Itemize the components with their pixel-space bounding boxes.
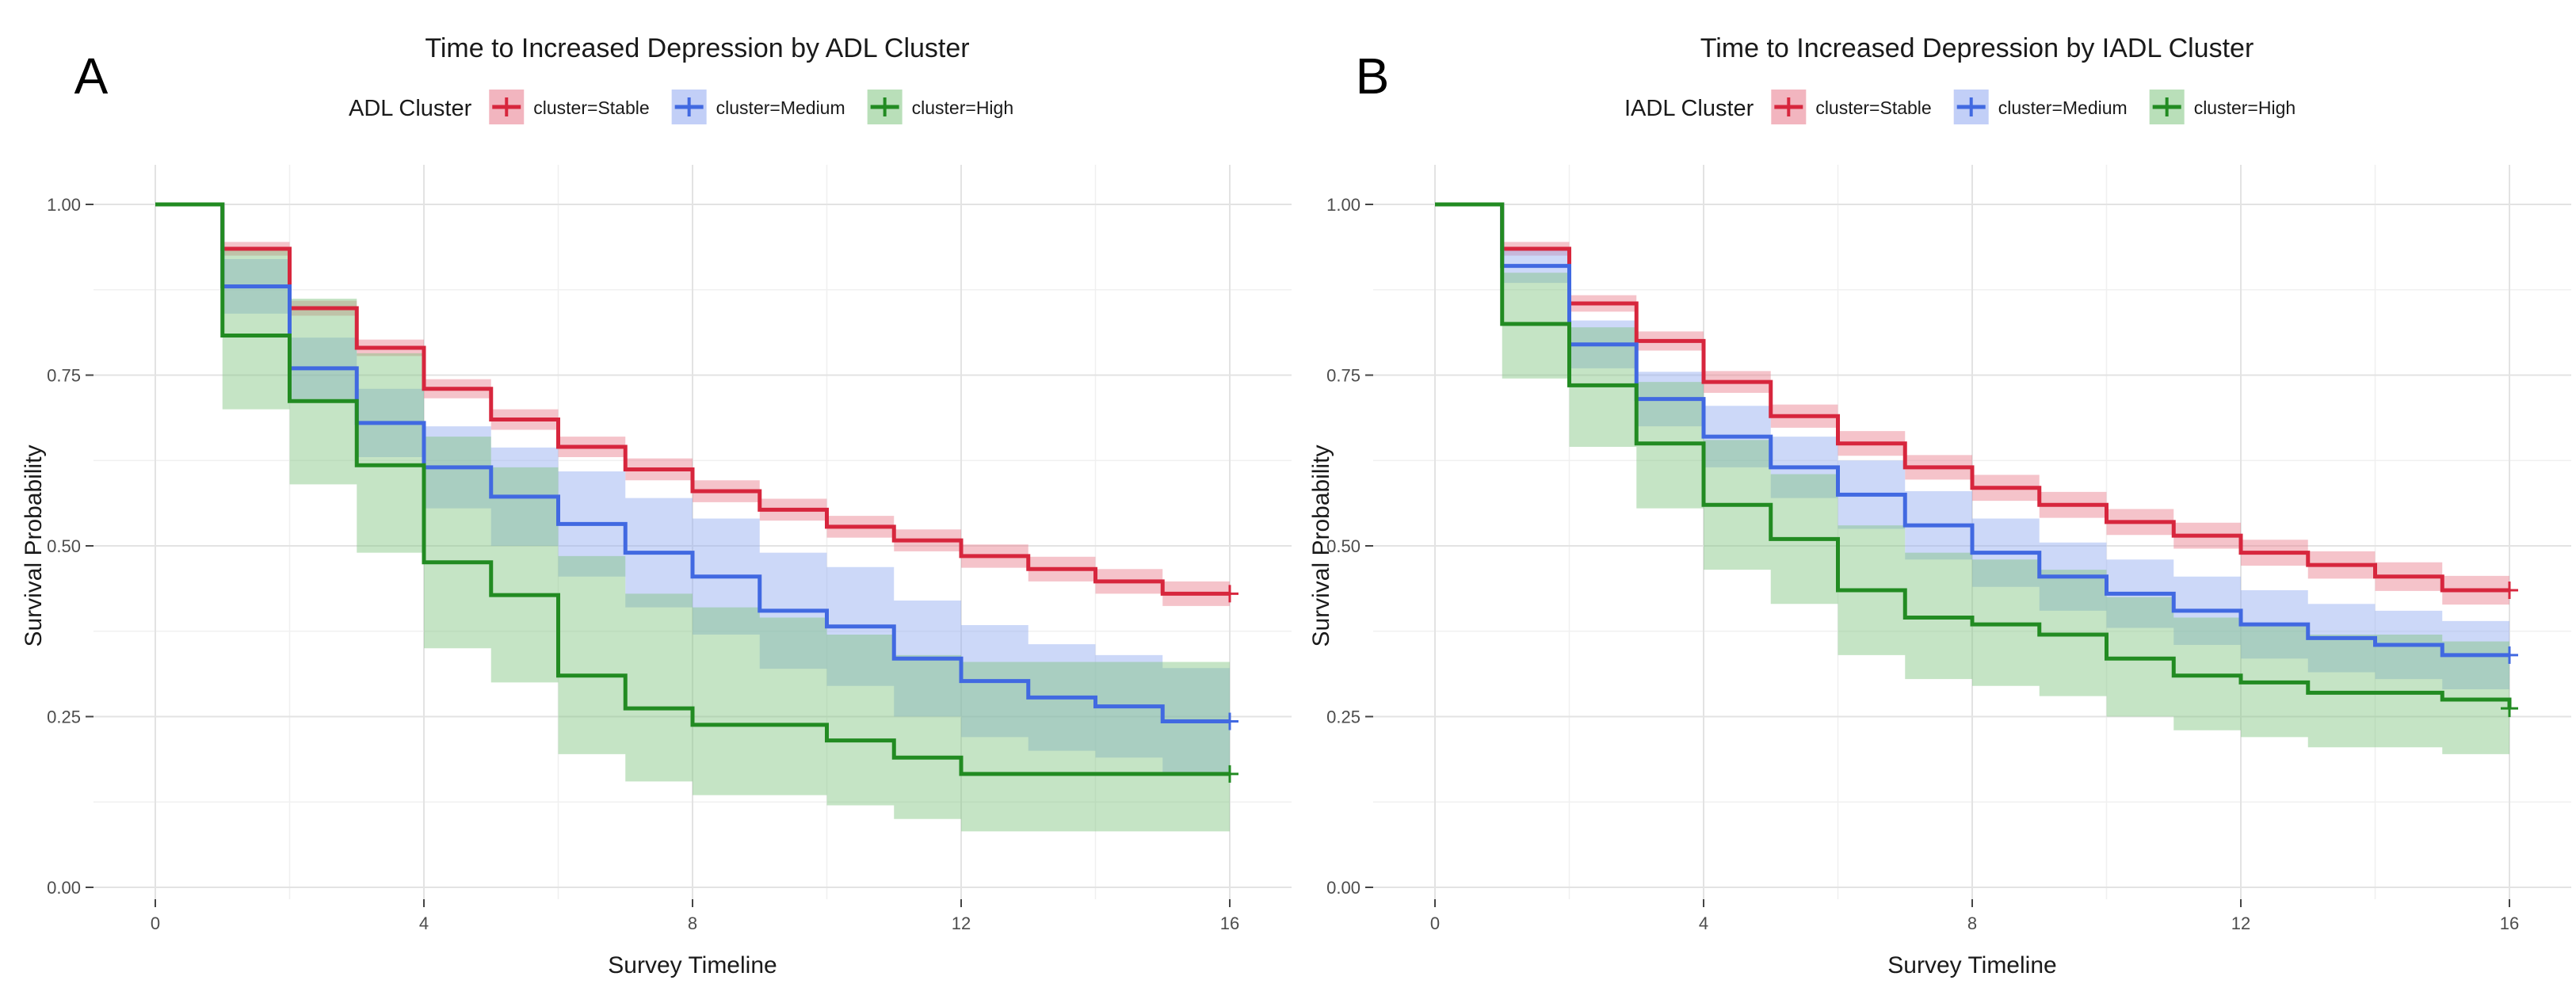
confidence-band-medium [1435,204,2509,690]
survival-curve-stable [1435,202,2509,593]
legend-label: cluster=Stable [533,97,649,118]
legend-key [867,90,903,124]
x-tick-label: 16 [1220,913,1239,933]
x-tick-label: 12 [2231,913,2250,933]
y-tick-label: 0.50 [47,536,81,556]
legend-label: cluster=Stable [1815,97,1931,118]
x-tick-label: 8 [1967,913,1977,933]
confidence-band-high [1435,204,2509,754]
legend-key [1953,90,1989,124]
chart-title: Time to Increased Depression by IADL Clu… [1700,33,2254,63]
y-tick-label: 0.00 [1326,878,1361,898]
legend-label: cluster=Medium [716,97,845,118]
x-axis-label: Survey Timeline [1887,952,2056,978]
x-tick-label: 0 [151,913,160,933]
legend-label: cluster=High [912,97,1013,118]
legend: ADL Cluster cluster=Stable cluster=Medium c… [349,90,1013,124]
x-tick-label: 4 [419,913,429,933]
x-tick-label: 4 [1699,913,1708,933]
legend-title: IADL Cluster [1624,96,1754,121]
panel-b: B Time to Increased Depression by IADL Cl… [1308,33,2571,978]
x-tick-label: 12 [952,913,971,933]
legend-label: cluster=Medium [1998,97,2128,118]
survival-curve-high [1435,202,2512,709]
y-axis-label: Survival Probability [21,444,47,646]
y-axis-label: Survival Probability [1308,444,1334,646]
confidence-band-medium [155,204,1230,775]
y-tick-label: 0.25 [47,707,81,727]
y-tick-label: 1.00 [47,195,81,215]
x-tick-label: 0 [1430,913,1440,933]
y-tick-label: 0.25 [1326,707,1361,727]
legend-title: ADL Cluster [349,96,472,121]
y-tick-label: 1.00 [1326,195,1361,215]
survival-curve-medium [155,202,1230,724]
panel-label: B [1356,48,1390,105]
confidence-band-stable [155,204,1230,606]
x-tick-label: 16 [2500,913,2519,933]
legend-key [2149,90,2185,124]
legend-key [671,90,707,124]
y-tick-label: 0.75 [47,366,81,386]
legend: IADL Cluster cluster=Stable cluster=Medium… [1624,90,2296,124]
y-tick-label: 0.00 [47,878,81,898]
chart-title: Time to Increased Depression by ADL Clus… [425,33,969,63]
y-tick-label: 0.75 [1326,366,1361,386]
panel-a: A Time to Increased Depression by ADL Clu… [21,33,1292,978]
survival-curve-stable [155,202,1230,596]
legend-key [1771,90,1807,124]
x-tick-label: 8 [688,913,697,933]
y-tick-label: 0.50 [1326,536,1361,556]
survival-curve-high [155,202,1230,776]
legend-key [489,90,525,124]
survival-curve-medium [1435,202,2509,658]
panel-label: A [74,48,109,105]
confidence-band-stable [1435,204,2509,605]
x-axis-label: Survey Timeline [608,952,777,978]
legend-label: cluster=High [2194,97,2296,118]
